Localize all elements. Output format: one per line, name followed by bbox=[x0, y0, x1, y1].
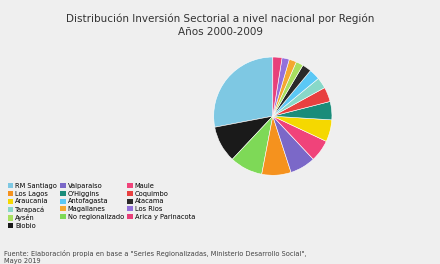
Wedge shape bbox=[273, 116, 332, 141]
Legend: RM Santiago, Los Lagos, Araucania, Tarapacá, Aysén, Biobio, Valparaiso, O'Higgin: RM Santiago, Los Lagos, Araucania, Tarap… bbox=[8, 183, 195, 229]
Text: Distribución Inversión Sectorial a nivel nacional por Región
Años 2000-2009: Distribución Inversión Sectorial a nivel… bbox=[66, 13, 374, 37]
Wedge shape bbox=[273, 58, 289, 116]
Wedge shape bbox=[273, 59, 296, 116]
Text: Fuente: Elaboración propia en base a "Series Regionalizadas, Ministerio Desarrol: Fuente: Elaboración propia en base a "Se… bbox=[4, 250, 307, 264]
Wedge shape bbox=[262, 116, 291, 175]
Wedge shape bbox=[232, 116, 273, 174]
Wedge shape bbox=[214, 57, 273, 127]
Wedge shape bbox=[273, 57, 282, 116]
Wedge shape bbox=[273, 116, 326, 159]
Wedge shape bbox=[273, 88, 330, 116]
Wedge shape bbox=[273, 65, 311, 116]
Wedge shape bbox=[273, 62, 303, 116]
Wedge shape bbox=[273, 116, 313, 172]
Wedge shape bbox=[273, 101, 332, 120]
Wedge shape bbox=[215, 116, 273, 159]
Wedge shape bbox=[273, 78, 325, 116]
Wedge shape bbox=[273, 70, 319, 116]
